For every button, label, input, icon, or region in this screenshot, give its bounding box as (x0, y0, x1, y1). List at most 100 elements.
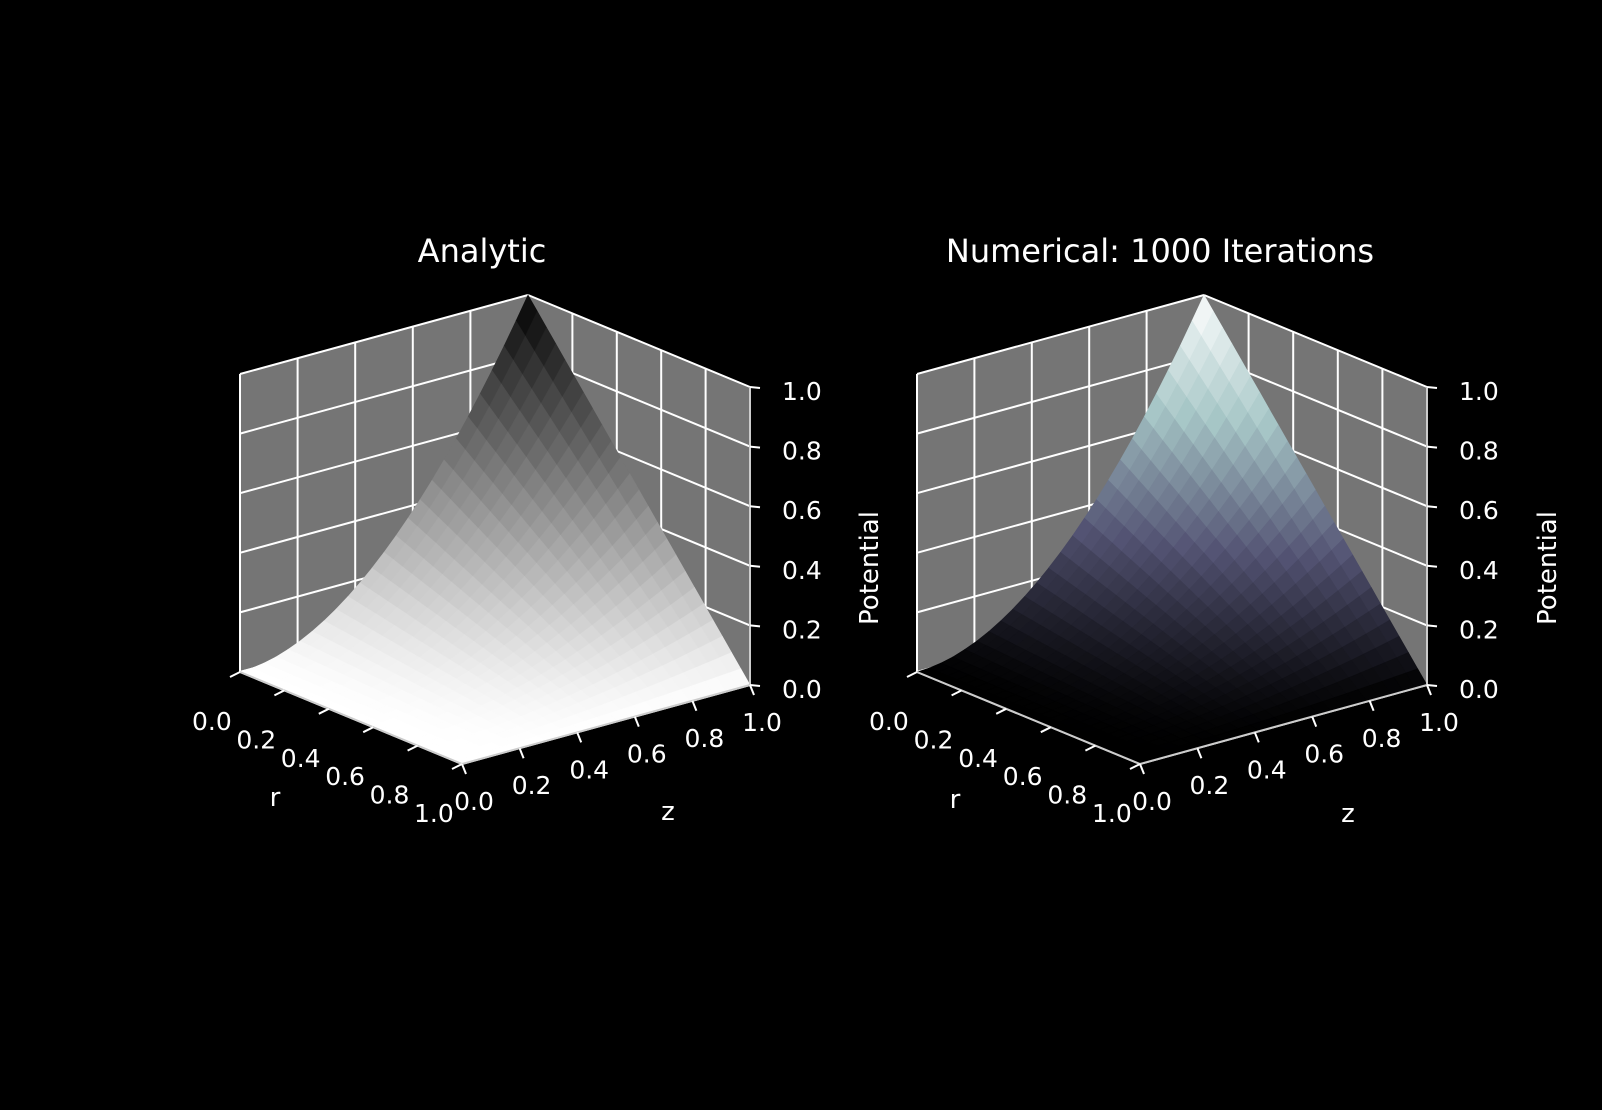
y-tick (1253, 732, 1260, 743)
z-axis-ticks: 0.0 0.2 0.4 0.6 0.8 1.0 (1426, 377, 1499, 704)
gridline (239, 294, 529, 375)
x-tick-label: 0.8 (1047, 781, 1087, 810)
z-tick (749, 624, 761, 628)
z-tick-label: 1.0 (782, 377, 822, 406)
x-tick (995, 707, 1007, 715)
x-tick (951, 689, 963, 697)
x-tick (451, 763, 463, 770)
z-tick (1426, 624, 1438, 628)
y-tick (1426, 684, 1432, 696)
axis-line (1139, 684, 1428, 765)
z-tick (749, 505, 761, 509)
x-tick (273, 689, 285, 697)
y-tick-label: 0.4 (569, 755, 609, 784)
x-tick-label: 0.4 (281, 744, 321, 773)
y-tick (1139, 763, 1145, 775)
z-tick (749, 445, 761, 449)
z-tick-label: 0.4 (1459, 556, 1499, 585)
x-tick-label: 0.4 (958, 744, 998, 773)
subplot-title: Numerical: 1000 Iterations (946, 232, 1374, 270)
y-axis-ticks: 0.0 0.2 0.4 0.6 0.8 1.0 (1132, 684, 1459, 816)
y-axis-label: z (661, 797, 675, 827)
x-axis-ticks: 0.00.20.40.60.81.0 (869, 671, 1141, 828)
x-tick-label: 0.8 (370, 781, 410, 810)
y-tick-label: 0.8 (685, 724, 725, 753)
x-axis-ticks: 0.00.20.40.60.81.0 (192, 671, 463, 828)
x-tick (1084, 744, 1096, 752)
z-tick-label: 0.2 (1459, 615, 1499, 644)
z-tick-label: 0.4 (782, 556, 822, 585)
x-tick-label: 1.0 (414, 799, 454, 828)
y-tick (749, 684, 755, 696)
x-tick (1129, 763, 1141, 770)
y-tick (1368, 700, 1375, 712)
z-tick-label: 0.0 (1459, 675, 1499, 704)
x-tick-label: 0.6 (325, 762, 365, 791)
x-axis-label: r (270, 783, 281, 813)
y-tick (461, 763, 467, 775)
y-tick-label: 1.0 (1419, 708, 1459, 737)
y-tick (576, 732, 583, 743)
y-axis-ticks: 0.0 0.2 0.4 0.6 0.8 1.0 (454, 684, 782, 816)
gridline (916, 294, 1205, 375)
z-tick-label: 0.2 (782, 615, 822, 644)
y-tick-label: 0.4 (1247, 755, 1287, 784)
axis-line (461, 684, 751, 765)
x-tick (229, 671, 241, 678)
z-tick-label: 0.8 (782, 437, 822, 466)
x-tick-label: 0.2 (914, 725, 954, 754)
z-tick-label: 1.0 (1459, 377, 1499, 406)
x-tick-label: 0.2 (236, 725, 276, 754)
gridline (916, 353, 1205, 435)
z-tick (1426, 505, 1438, 509)
z-tick (749, 564, 761, 568)
y-tick (1196, 747, 1203, 759)
axis-line (916, 671, 1141, 765)
y-tick-label: 0.6 (1304, 740, 1344, 769)
z-axis-label: Potential (1533, 511, 1563, 625)
y-tick-label: 0.0 (1132, 787, 1172, 816)
y-tick-label: 1.0 (742, 708, 782, 737)
x-tick-label: 0.6 (1003, 762, 1043, 791)
subplot-numerical: Numerical: 1000 Iterations 0.00.20.40.60… (869, 232, 1563, 829)
z-tick-label: 0.8 (1459, 437, 1499, 466)
z-tick-label: 0.0 (782, 675, 822, 704)
x-axis-label: r (950, 785, 961, 815)
z-tick (1426, 564, 1438, 568)
x-tick-label: 0.0 (869, 707, 909, 736)
z-axis-label: Potential (855, 511, 885, 625)
z-tick-label: 0.6 (782, 496, 822, 525)
z-axis-ticks: 0.0 0.2 0.4 0.6 0.8 1.0 (749, 377, 822, 704)
axis-edges (239, 387, 751, 765)
axis-line (239, 671, 463, 765)
y-axis-label: z (1341, 799, 1355, 829)
y-tick-label: 0.8 (1362, 724, 1402, 753)
y-tick (633, 716, 640, 727)
gridline (1203, 294, 1428, 388)
x-tick (318, 707, 330, 715)
y-tick (691, 700, 698, 712)
y-tick-label: 0.2 (1190, 771, 1230, 800)
axis-edges (916, 387, 1428, 765)
gridline (239, 353, 529, 435)
z-tick (749, 684, 761, 687)
y-tick-label: 0.2 (512, 771, 552, 800)
surface (916, 294, 1428, 765)
z-tick-label: 0.6 (1459, 496, 1499, 525)
y-tick-label: 0.6 (627, 740, 667, 769)
subplot-analytic: Analytic 0.00.20.40.60.81.0 0.00.20.40.6… (192, 232, 885, 828)
y-tick (518, 747, 525, 759)
x-tick-label: 1.0 (1092, 799, 1132, 828)
z-tick (1426, 684, 1438, 687)
z-tick (1426, 445, 1438, 449)
surface (239, 294, 751, 765)
x-tick (407, 744, 419, 752)
z-tick (749, 386, 761, 389)
x-tick (1040, 726, 1052, 734)
z-tick (1426, 386, 1438, 389)
subplot-title: Analytic (418, 232, 547, 270)
x-tick (362, 726, 374, 734)
y-tick-label: 0.0 (454, 787, 494, 816)
y-tick (1311, 716, 1318, 727)
